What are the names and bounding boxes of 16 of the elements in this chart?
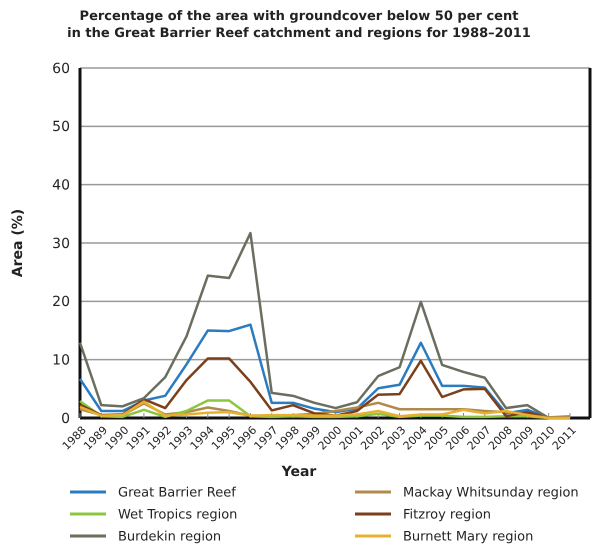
y-tick-label: 0 xyxy=(61,410,70,427)
y-tick-label: 60 xyxy=(52,60,70,77)
chart-title: Percentage of the area with groundcover below 50 per cent in the Great Barrier Reef catchment and regions for 1988–2011 xyxy=(67,9,531,41)
legend-label: Burnett Mary region xyxy=(403,530,534,545)
legend-label: Mackay Whitsunday region xyxy=(403,486,579,501)
y-tick-label: 50 xyxy=(52,119,70,136)
y-axis-title: Area (%) xyxy=(10,208,26,278)
y-tick-label: 20 xyxy=(52,294,70,310)
y-tick-label: 10 xyxy=(52,352,70,369)
legend-label: Fitzroy region xyxy=(403,508,492,523)
legend-label: Burdekin region xyxy=(118,530,222,545)
legend-label: Wet Tropics region xyxy=(118,508,238,523)
y-tick-label: 40 xyxy=(52,178,70,194)
x-axis-title: Year xyxy=(280,464,316,480)
y-tick-label: 30 xyxy=(52,236,70,252)
legend-label: Great Barrier Reef xyxy=(118,486,236,501)
